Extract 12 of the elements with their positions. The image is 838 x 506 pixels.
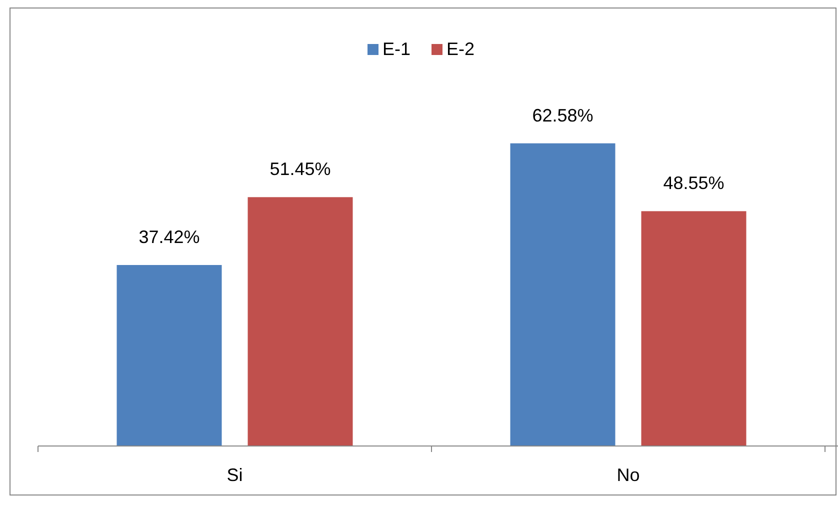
data-label: 48.55% xyxy=(663,173,724,194)
bar xyxy=(510,143,616,446)
bar xyxy=(641,211,746,446)
bar xyxy=(248,197,353,446)
bar xyxy=(116,265,222,446)
data-label: 37.42% xyxy=(138,227,200,248)
legend-label: E-1 xyxy=(382,39,411,59)
x-tick-label: No xyxy=(616,465,640,485)
data-label: 51.45% xyxy=(270,159,331,180)
data-label: 62.58% xyxy=(532,105,594,126)
legend-label: E-2 xyxy=(446,39,475,59)
x-tick-label: Si xyxy=(226,465,243,485)
